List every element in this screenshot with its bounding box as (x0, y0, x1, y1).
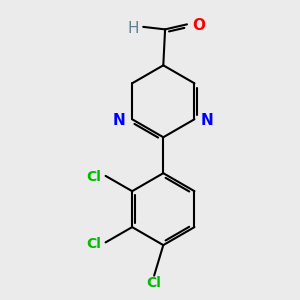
Text: Cl: Cl (86, 237, 101, 251)
Text: N: N (201, 113, 214, 128)
Text: H: H (128, 21, 139, 36)
Text: N: N (113, 113, 126, 128)
Text: O: O (192, 18, 206, 33)
Text: Cl: Cl (147, 275, 162, 290)
Text: Cl: Cl (86, 170, 101, 184)
